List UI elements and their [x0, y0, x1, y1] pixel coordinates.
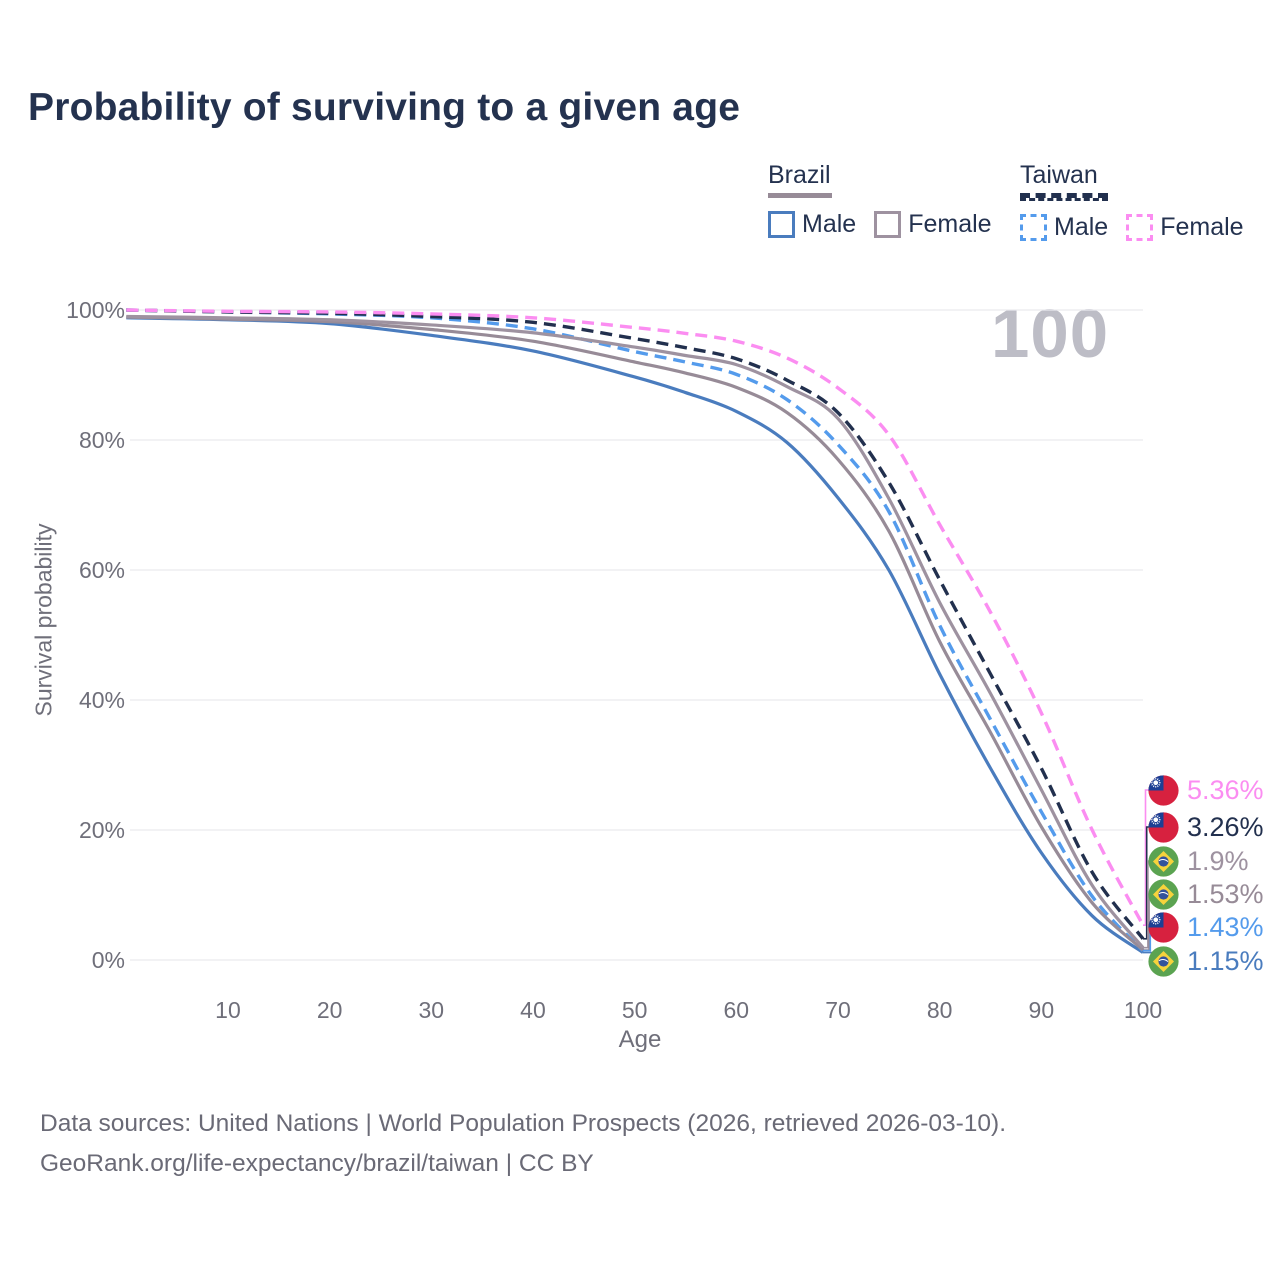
legend-group-brazil: Brazil Male Female	[768, 161, 992, 239]
legend-label-brazil-male: Male	[802, 210, 857, 238]
x-tick-label: 80	[926, 997, 953, 1023]
legend-title-taiwan[interactable]: Taiwan	[1020, 161, 1098, 189]
legend-title-brazil[interactable]: Brazil	[768, 161, 831, 189]
end-value-label: 5.36%	[1187, 774, 1264, 805]
y-tick-label: 20%	[78, 817, 125, 843]
x-tick-label: 10	[215, 997, 241, 1023]
y-tick-label: 100%	[66, 297, 125, 323]
x-tick-label: 90	[1028, 997, 1055, 1023]
x-axis-title: Age	[618, 1026, 662, 1053]
y-tick-label: 60%	[78, 557, 125, 583]
y-tick-label: 0%	[91, 947, 125, 973]
checkbox-brazil-female[interactable]	[874, 211, 902, 238]
x-tick-label: 100	[1123, 997, 1163, 1023]
brazil-flag-icon	[1148, 845, 1179, 877]
end-label-row: 1.53%	[1148, 877, 1264, 911]
taiwan-dashed-line-swatch	[1020, 193, 1108, 201]
taiwan-flag-icon	[1148, 811, 1179, 843]
taiwan-flag-icon	[1148, 774, 1179, 806]
end-label-connector	[1143, 789, 1150, 926]
y-tick-label: 80%	[78, 427, 125, 453]
footer-source-line: Data sources: United Nations | World Pop…	[40, 1110, 1007, 1137]
legend-group-taiwan: Taiwan Male Female	[1020, 161, 1244, 242]
footer-attribution-line[interactable]: GeoRank.org/life-expectancy/brazil/taiwa…	[40, 1149, 594, 1177]
legend-item-brazil-female[interactable]: Female	[874, 210, 992, 239]
brazil-solid-line-swatch	[768, 193, 832, 198]
end-value-label: 1.9%	[1187, 845, 1249, 876]
legend-label-taiwan-female: Female	[1160, 213, 1244, 241]
series-line-brazil-female[interactable]	[126, 314, 1145, 949]
y-tick-label: 40%	[78, 687, 125, 713]
x-tick-label: 40	[520, 997, 546, 1023]
x-tick-label: 60	[723, 997, 750, 1023]
end-label-row: 3.26%	[1148, 810, 1264, 844]
series-line-taiwan-both-sexes[interactable]	[126, 308, 1145, 940]
checkbox-taiwan-female[interactable]	[1126, 214, 1154, 241]
checkbox-taiwan-male[interactable]	[1020, 214, 1047, 241]
legend-label-taiwan-male: Male	[1054, 213, 1109, 241]
end-value-label: 3.26%	[1187, 811, 1264, 842]
series-line-taiwan-female[interactable]	[126, 308, 1145, 926]
brazil-flag-icon	[1148, 878, 1179, 910]
end-value-label: 1.15%	[1187, 945, 1264, 976]
footer: Data sources: United Nations | World Pop…	[40, 1104, 1006, 1183]
end-label-row: 1.43%	[1148, 910, 1264, 944]
end-label-row: 1.15%	[1148, 944, 1264, 978]
series-line-brazil-male[interactable]	[126, 316, 1144, 954]
end-label-row: 5.36%	[1148, 773, 1264, 807]
series-line-brazil-both-sexes[interactable]	[126, 315, 1145, 952]
end-value-label: 1.43%	[1187, 911, 1264, 942]
x-tick-label: 70	[825, 997, 851, 1023]
legend-item-brazil-male[interactable]: Male	[768, 210, 856, 239]
end-label-row: 1.9%	[1148, 844, 1249, 878]
x-tick-label: 30	[418, 997, 445, 1023]
end-label-connector	[1143, 826, 1150, 940]
taiwan-flag-icon	[1148, 911, 1179, 943]
end-value-label: 1.53%	[1187, 878, 1264, 909]
legend-label-brazil-female: Female	[908, 210, 992, 238]
page-title: Probability of surviving to a given age	[28, 86, 741, 129]
series-line-taiwan-male[interactable]	[126, 308, 1145, 952]
x-tick-label: 50	[621, 997, 648, 1023]
legend-item-taiwan-male[interactable]: Male	[1020, 213, 1108, 242]
x-tick-label: 20	[316, 997, 343, 1023]
brazil-flag-icon	[1148, 945, 1179, 977]
checkbox-brazil-male[interactable]	[768, 211, 795, 238]
legend-item-taiwan-female[interactable]: Female	[1126, 213, 1244, 242]
